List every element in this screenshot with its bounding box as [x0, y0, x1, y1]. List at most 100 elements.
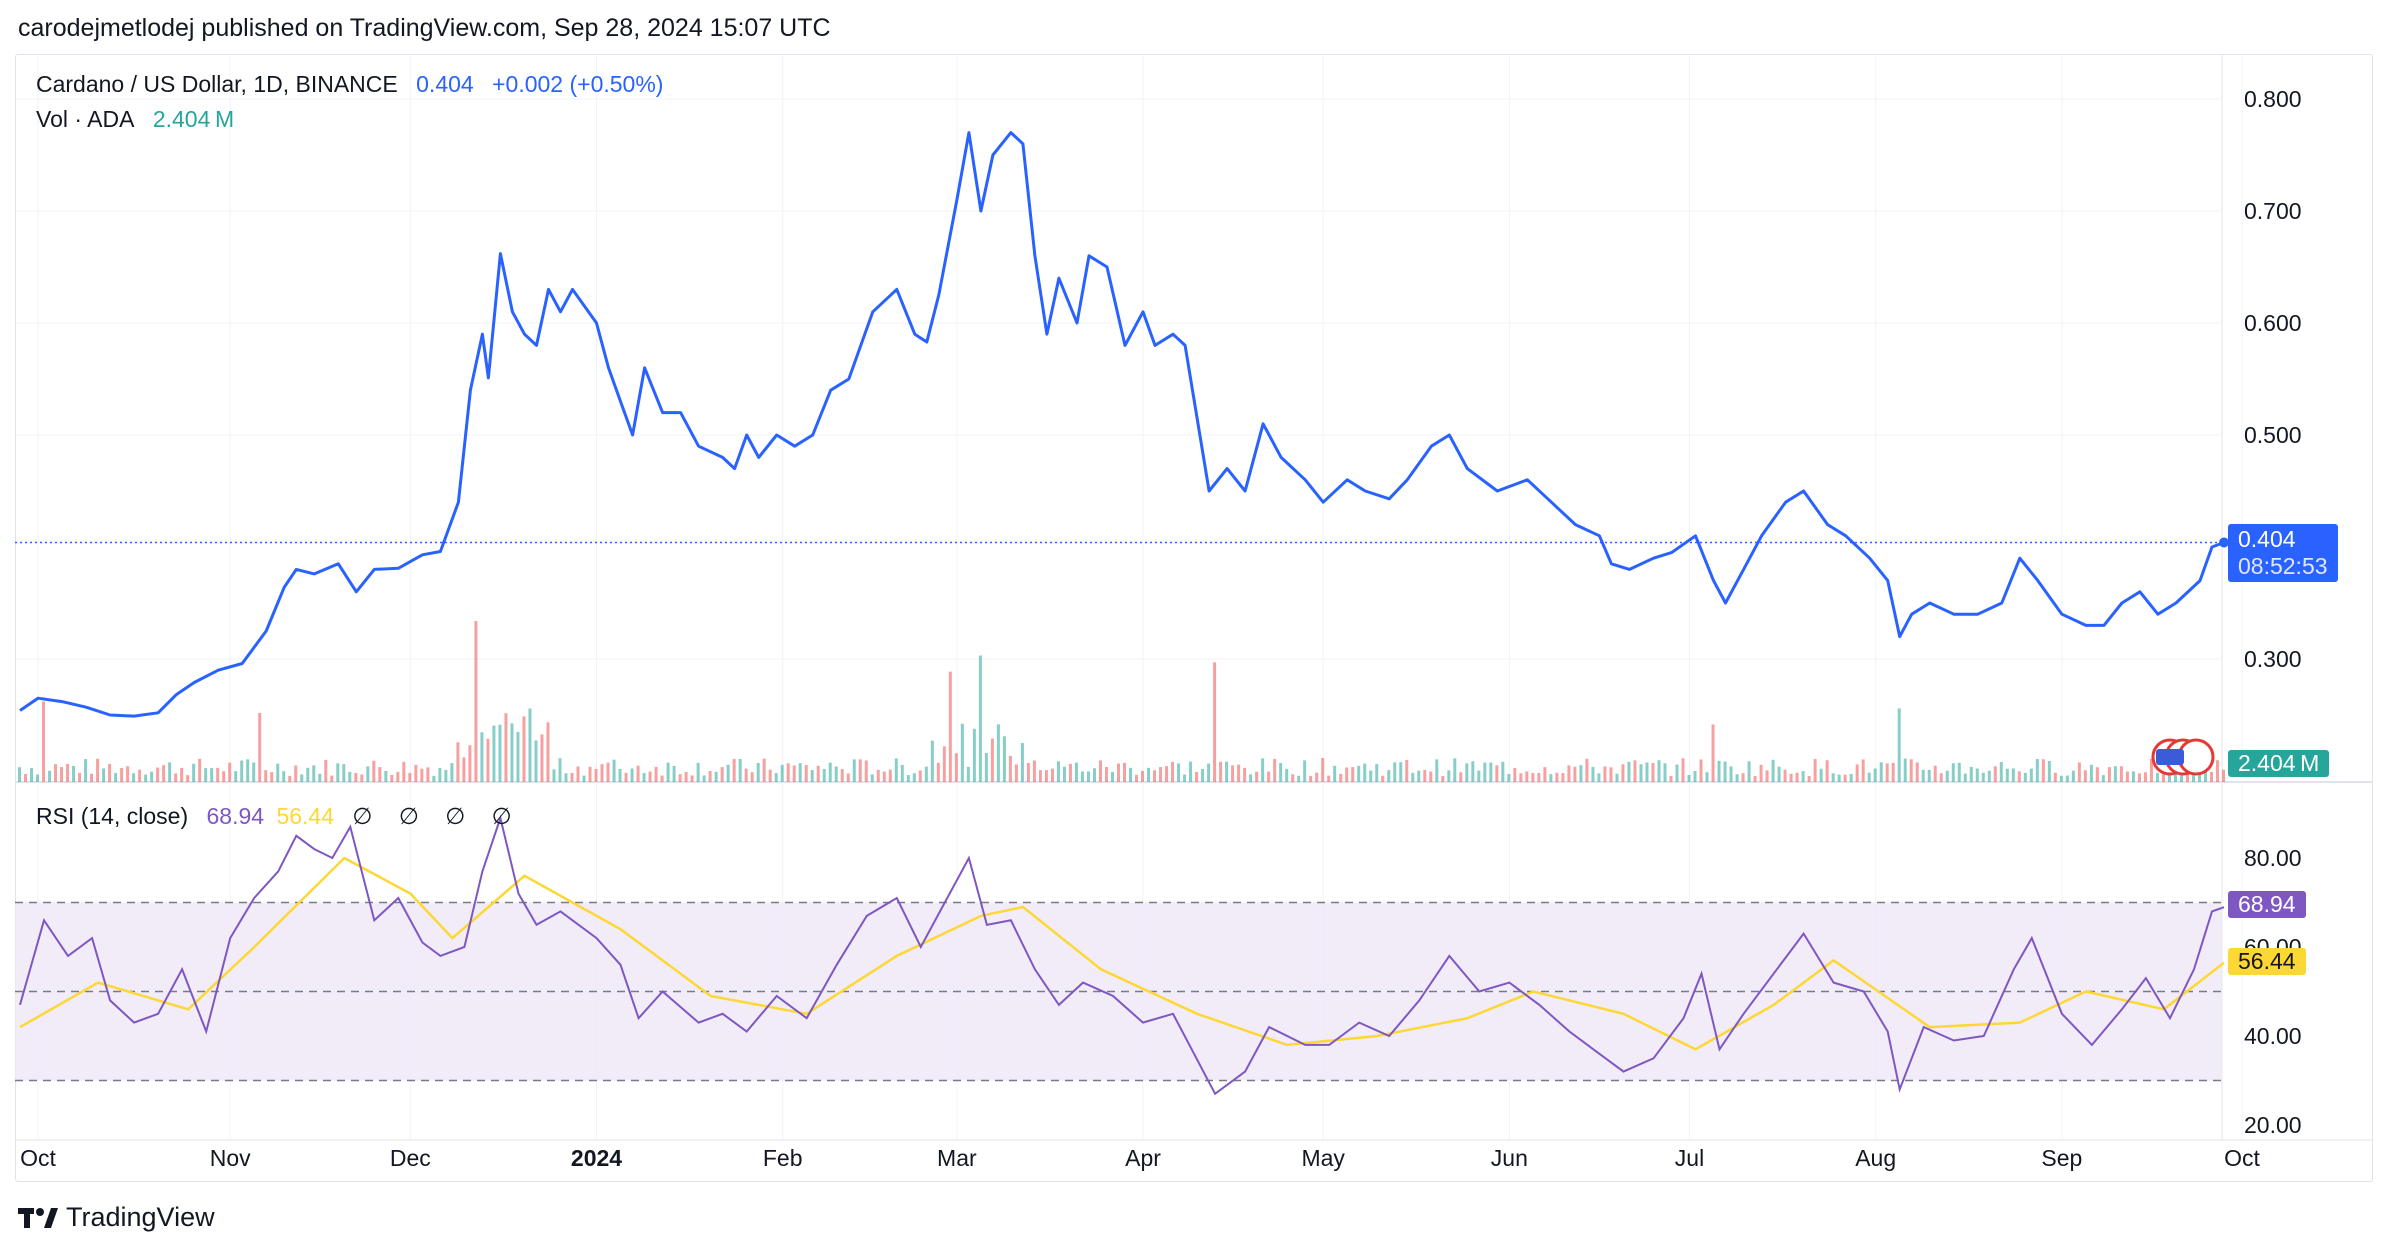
time-tick-label: Dec — [390, 1145, 431, 1171]
volume-bar — [2222, 769, 2225, 782]
legend-price: 0.404 — [416, 71, 474, 97]
volume-bar — [2029, 768, 2033, 782]
volume-bar — [600, 764, 604, 782]
tradingview-logo[interactable]: TradingView — [18, 1202, 215, 1233]
volume-legend[interactable]: Vol · ADA 2.404 M — [36, 106, 246, 133]
volume-bar — [2179, 773, 2183, 782]
volume-bar — [1014, 764, 1018, 782]
volume-bar — [708, 770, 712, 782]
volume-bar — [78, 772, 82, 782]
volume-bar — [840, 769, 844, 782]
time-tick-label: Oct — [2224, 1145, 2260, 1171]
volume-bar — [1567, 765, 1571, 782]
volume-bar — [1699, 759, 1703, 782]
volume-bar — [336, 763, 340, 782]
volume-bar — [1116, 763, 1120, 782]
volume-bar — [852, 759, 856, 782]
volume-bar — [2017, 771, 2021, 782]
volume-bar — [354, 772, 358, 782]
volume-bar — [636, 765, 640, 782]
volume-bar — [1855, 764, 1859, 782]
volume-bar — [246, 759, 250, 782]
volume-bar — [1579, 765, 1583, 782]
volume-bar — [288, 775, 292, 782]
us-flag-icon — [2156, 749, 2184, 765]
volume-bar — [1897, 708, 1901, 782]
volume-bar — [180, 767, 184, 782]
rsi-ma-value: 56.44 — [276, 803, 335, 829]
volume-bar — [1147, 767, 1151, 782]
volume-tag: 2.404 M — [2228, 750, 2330, 777]
volume-bar — [1645, 762, 1649, 782]
volume-bar — [1867, 772, 1871, 782]
volume-bar — [1189, 761, 1193, 782]
volume-bar — [2209, 771, 2213, 782]
volume-bar — [1044, 770, 1048, 782]
rsi-series — [19, 814, 2225, 1096]
volume-bar — [666, 762, 670, 782]
volume-bar — [1783, 769, 1787, 782]
volume-bar — [1177, 763, 1181, 782]
volume-bar — [1663, 763, 1667, 782]
volume-bar — [36, 774, 40, 782]
volume-bar — [1375, 764, 1379, 782]
volume-bar — [1921, 769, 1925, 782]
volume-bar — [2113, 766, 2117, 782]
volume-bar — [2149, 758, 2153, 782]
volume-bar — [1621, 764, 1625, 782]
volume-bar — [2203, 769, 2207, 782]
last-price-dot — [2219, 537, 2229, 548]
volume-bar — [1975, 768, 1979, 782]
volume-bar — [516, 732, 520, 782]
volume-bar — [1080, 771, 1084, 782]
volume-bar — [1369, 770, 1373, 782]
grid-layer — [15, 54, 2373, 1141]
volume-bar — [1183, 774, 1187, 782]
volume-bar — [150, 771, 154, 782]
volume-bar — [1669, 775, 1673, 782]
volume-bar — [1219, 761, 1223, 782]
volume-bar — [1032, 760, 1036, 782]
time-tick-label: May — [1301, 1145, 1345, 1171]
volume-bar — [948, 671, 952, 782]
volume-bar — [1993, 766, 1997, 782]
volume-bar — [1681, 758, 1685, 782]
volume-bar — [96, 758, 100, 782]
volume-bar — [1531, 773, 1535, 782]
volume-bar — [750, 772, 754, 782]
volume-bar — [1050, 768, 1054, 782]
main-legend[interactable]: Cardano / US Dollar, 1D, BINANCE 0.404 +… — [36, 71, 675, 98]
volume-bar — [792, 765, 796, 782]
volume-bar — [456, 742, 460, 782]
volume-bar — [1591, 766, 1595, 782]
rsi-legend[interactable]: RSI (14, close) 68.94 56.44 ∅ ∅ ∅ ∅ — [36, 803, 534, 830]
last-price-value: 0.404 — [2238, 526, 2296, 552]
volume-bar — [582, 775, 586, 782]
volume-bar — [2155, 772, 2159, 782]
volume-bar — [1213, 662, 1217, 782]
volume-bar — [60, 767, 64, 782]
volume-bar — [834, 766, 838, 782]
volume-bar — [30, 768, 34, 782]
volume-bar — [2089, 764, 2093, 782]
volume-bar — [1537, 772, 1541, 782]
volume-bar — [954, 753, 958, 782]
volume-bar — [1141, 770, 1145, 782]
legend-change: +0.002 (+0.50%) — [492, 71, 664, 97]
volume-bar — [936, 762, 940, 782]
volume-bar — [300, 774, 304, 782]
volume-bar — [384, 770, 388, 782]
volume-bar — [2041, 759, 2045, 782]
volume-bar — [1129, 767, 1133, 782]
volume-bar — [1399, 762, 1403, 782]
volume-bar — [960, 723, 964, 782]
volume-bar — [498, 724, 502, 782]
volume-bar — [1477, 770, 1481, 782]
volume-value: 2.404 M — [152, 106, 235, 132]
volume-bar — [2083, 770, 2087, 782]
volume-bar — [816, 765, 820, 782]
volume-bar — [450, 763, 454, 782]
volume-bar — [534, 740, 538, 782]
volume-bar — [1237, 764, 1241, 782]
